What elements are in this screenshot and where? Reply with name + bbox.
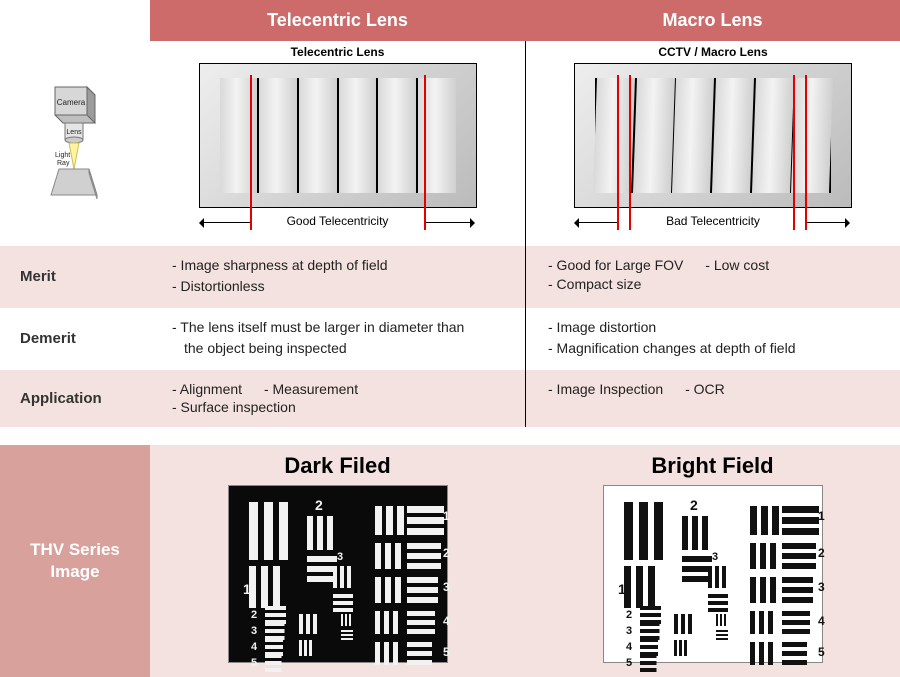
redline [805,75,807,230]
camera-setup-icon: Camera Camera Lens Light Ray [0,41,150,246]
svg-text:5: 5 [251,657,257,669]
demerit-item: - Magnification changes at depth of fiel… [548,339,882,358]
svg-text:3: 3 [443,580,450,594]
merit-item: - Compact size [548,275,641,294]
thv-series-label: THV Series Image [0,445,150,677]
application-item: - Surface inspection [172,398,296,417]
svg-text:2: 2 [690,497,698,513]
header-telecentric: Telecentric Lens [150,0,525,41]
svg-text:4: 4 [251,641,258,653]
demerit-label: Demerit [0,308,150,370]
macro-caption: Bad Telecentricity [573,214,853,228]
thv-dark-title: Dark Filed [170,453,505,479]
demerit-item: - Image distortion [548,318,882,337]
demerit-telecentric: - The lens itself must be larger in diam… [150,308,525,370]
merit-item: - Distortionless [172,277,507,296]
macro-diagram-cell: CCTV / Macro Lens Bad Telecentricity [525,41,900,246]
thv-bright-cell: Bright Field 11234562323456 [525,445,900,677]
svg-text:3: 3 [712,551,718,563]
macro-diagram-title: CCTV / Macro Lens [534,45,892,59]
comparison-table: Telecentric Lens Macro Lens Camera Camer… [0,0,900,427]
demerit-item: the object being inspected [172,339,507,358]
camera-label: Camera [57,98,86,107]
thv-dark-cell: Dark Filed 11234562323456 [150,445,525,677]
thv-bright-title: Bright Field [545,453,880,479]
svg-text:3: 3 [251,625,257,637]
application-macro: - Image Inspection - OCR [525,370,900,428]
svg-text:5: 5 [626,657,632,669]
telecentric-caption: Good Telecentricity [198,214,478,228]
svg-text:5: 5 [818,645,825,659]
svg-text:3: 3 [818,580,825,594]
demerit-macro: - Image distortion - Magnification chang… [525,308,900,370]
macro-frame [574,63,852,208]
merit-telecentric: - Image sharpness at depth of field - Di… [150,246,525,308]
header-blank [0,0,150,41]
merit-item: - Image sharpness at depth of field [172,256,507,275]
demerit-item: - The lens itself must be larger in diam… [172,318,507,337]
svg-text:1: 1 [443,509,450,523]
application-item: - OCR [685,380,725,399]
svg-text:2: 2 [626,609,632,621]
svg-text:5: 5 [443,645,450,659]
spacer [0,427,900,445]
redline [424,75,426,230]
svg-text:3: 3 [337,551,343,563]
light-ray-label-1: Light [55,152,70,159]
svg-text:4: 4 [818,614,825,628]
svg-text:4: 4 [626,641,633,653]
redline [250,75,252,230]
svg-text:1: 1 [818,509,825,523]
telecentric-diagram-title: Telecentric Lens [158,45,517,59]
page-root: Telecentric Lens Macro Lens Camera Camer… [0,0,900,677]
svg-text:2: 2 [315,497,323,513]
header-macro: Macro Lens [525,0,900,41]
application-item: - Alignment [172,380,242,399]
resolution-target-dark: 11234562323456 [228,485,448,663]
svg-text:2: 2 [251,609,257,621]
application-telecentric: - Alignment - Measurement - Surface insp… [150,370,525,428]
svg-text:3: 3 [626,625,632,637]
merit-item: - Low cost [705,256,769,275]
merit-macro: - Good for Large FOV - Low cost - Compac… [525,246,900,308]
merit-item: - Good for Large FOV [548,256,683,275]
application-item: - Image Inspection [548,380,663,399]
resolution-target-bright: 11234562323456 [603,485,823,663]
merit-label: Merit [0,246,150,308]
svg-text:4: 4 [443,614,450,628]
telecentric-frame [199,63,477,208]
redline [617,75,619,230]
application-label: Application [0,370,150,428]
telecentric-diagram-cell: Telecentric Lens Good Telecentricity [150,41,525,246]
application-item: - Measurement [264,380,358,399]
camera-icon: Camera Camera Lens Light Ray [35,79,115,209]
redline [629,75,631,230]
light-ray-label-2: Ray [57,160,70,167]
thv-panel: THV Series Image Dark Filed 112345623234… [0,445,900,677]
svg-text:2: 2 [443,546,450,560]
svg-text:2: 2 [818,546,825,560]
redline [793,75,795,230]
lens-label: Lens [66,129,82,136]
